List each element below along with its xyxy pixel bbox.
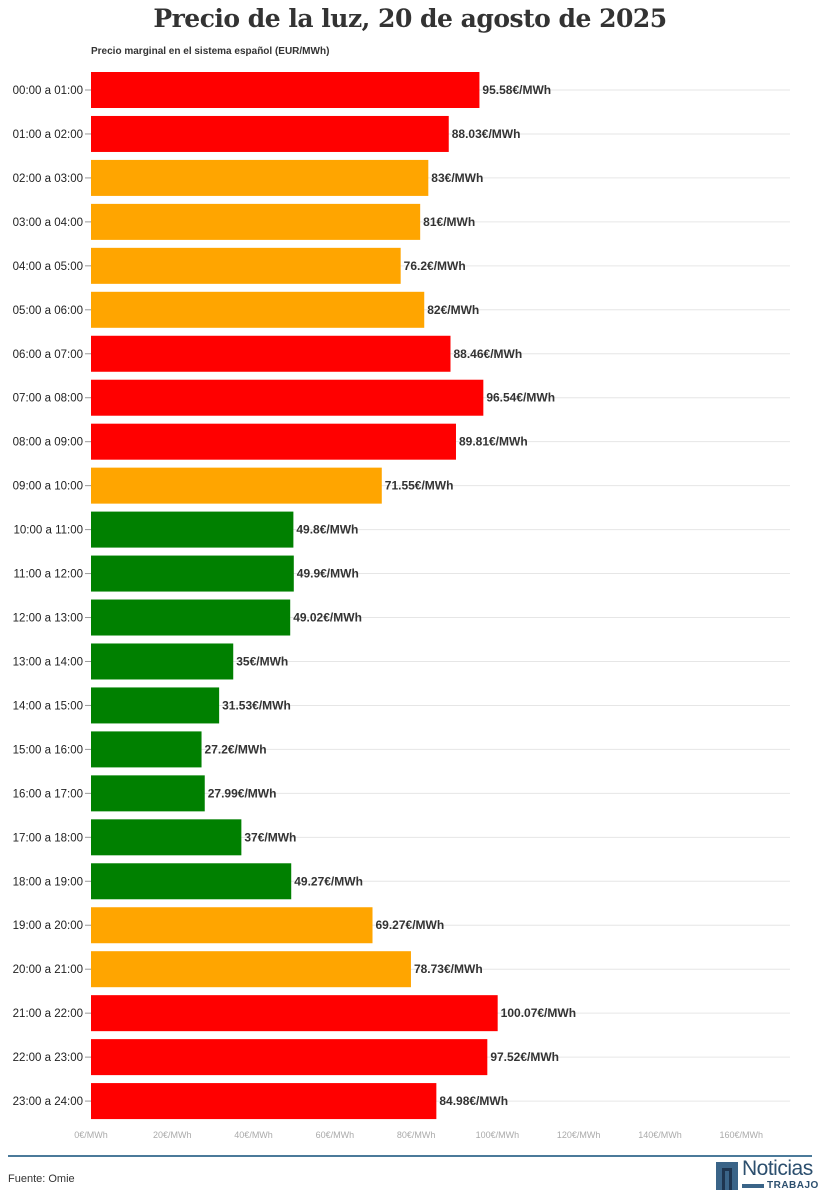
- data-label: 35€/MWh: [236, 654, 288, 668]
- bar: [91, 72, 480, 108]
- bar-chart: 00:00 a 01:00 95.58€/MWh 01:00 a 02:00 88.0…: [13, 72, 790, 1140]
- x-tick-label: 100€/MWh: [476, 1130, 520, 1140]
- data-label: 83€/MWh: [431, 171, 483, 185]
- data-label: 37€/MWh: [244, 830, 296, 844]
- source-note: Fuente: Omie: [8, 1173, 75, 1185]
- bar: [91, 555, 294, 592]
- bar: [91, 863, 292, 900]
- data-label: 76.2€/MWh: [404, 259, 466, 273]
- data-label: 27.2€/MWh: [205, 742, 267, 756]
- data-label: 31.53€/MWh: [222, 698, 291, 712]
- category-label: 15:00 a 16:00: [13, 744, 83, 756]
- category-label: 17:00 a 18:00: [13, 832, 83, 844]
- data-label: 82€/MWh: [427, 303, 479, 317]
- bar: [91, 291, 425, 328]
- bar: [91, 379, 484, 416]
- data-label: 81€/MWh: [423, 215, 475, 229]
- data-label: 95.58€/MWh: [482, 83, 551, 97]
- data-label: 84.98€/MWh: [439, 1094, 508, 1108]
- data-label: 49.8€/MWh: [296, 523, 358, 537]
- data-label: 100.07€/MWh: [501, 1006, 576, 1020]
- category-label: 04:00 a 05:00: [13, 261, 83, 273]
- data-label: 69.27€/MWh: [376, 918, 445, 932]
- x-tick-label: 160€/MWh: [719, 1130, 763, 1140]
- category-label: 07:00 a 08:00: [13, 393, 83, 405]
- logo-underline: [742, 1184, 764, 1188]
- data-label: 49.27€/MWh: [294, 874, 363, 888]
- data-label: 71.55€/MWh: [385, 479, 454, 493]
- bar: [91, 951, 411, 988]
- data-label: 88.46€/MWh: [453, 347, 522, 361]
- bar: [91, 775, 205, 812]
- bar: [91, 247, 401, 284]
- footer-divider: [8, 1155, 812, 1157]
- data-label: 27.99€/MWh: [208, 786, 277, 800]
- bar: [91, 643, 234, 680]
- bar: [91, 159, 429, 196]
- data-label: 88.03€/MWh: [452, 127, 521, 141]
- category-label: 13:00 a 14:00: [13, 656, 83, 668]
- x-tick-label: 140€/MWh: [638, 1130, 682, 1140]
- x-tick-label: 0€/MWh: [74, 1130, 108, 1140]
- noticias-trabajo-logo[interactable]: Noticias TRABAJO: [716, 1157, 819, 1196]
- category-label: 18:00 a 19:00: [13, 876, 83, 888]
- chart-subtitle: Precio marginal en el sistema español (E…: [91, 46, 330, 57]
- data-label: 78.73€/MWh: [414, 962, 483, 976]
- category-label: 01:00 a 02:00: [13, 129, 83, 141]
- category-label: 02:00 a 03:00: [13, 173, 83, 185]
- bar: [91, 467, 382, 504]
- category-label: 08:00 a 09:00: [13, 437, 83, 449]
- category-label: 05:00 a 06:00: [13, 305, 83, 317]
- logo-wordmark: Noticias: [742, 1157, 813, 1180]
- category-label: 03:00 a 04:00: [13, 217, 83, 229]
- category-label: 21:00 a 22:00: [13, 1008, 83, 1020]
- category-label: 10:00 a 11:00: [14, 525, 84, 537]
- logo-subtext: TRABAJO: [767, 1180, 819, 1191]
- x-tick-label: 80€/MWh: [397, 1130, 436, 1140]
- data-label: 49.9€/MWh: [297, 567, 359, 581]
- x-tick-label: 40€/MWh: [234, 1130, 273, 1140]
- data-label: 97.52€/MWh: [490, 1050, 559, 1064]
- x-tick-label: 120€/MWh: [557, 1130, 601, 1140]
- category-label: 16:00 a 17:00: [13, 788, 83, 800]
- bar: [91, 687, 220, 724]
- bar: [91, 819, 242, 856]
- data-label: 96.54€/MWh: [486, 391, 555, 405]
- category-label: 09:00 a 10:00: [13, 481, 83, 493]
- data-label: 49.02€/MWh: [293, 611, 362, 625]
- bar: [91, 1039, 488, 1076]
- bar: [91, 907, 373, 944]
- category-label: 12:00 a 13:00: [13, 613, 83, 625]
- data-label: 89.81€/MWh: [459, 435, 528, 449]
- bar: [91, 511, 294, 548]
- bar: [91, 1083, 437, 1120]
- bar: [91, 995, 498, 1032]
- bar: [91, 115, 449, 152]
- bar: [91, 731, 202, 768]
- category-label: 20:00 a 21:00: [13, 964, 83, 976]
- category-label: 06:00 a 07:00: [13, 349, 83, 361]
- category-label: 14:00 a 15:00: [13, 700, 83, 712]
- chart-title: Precio de la luz, 20 de agosto de 2025: [153, 4, 667, 33]
- category-label: 19:00 a 20:00: [13, 920, 83, 932]
- bar: [91, 203, 421, 240]
- category-label: 22:00 a 23:00: [13, 1052, 83, 1064]
- logo-icon: [716, 1162, 738, 1190]
- bar: [91, 599, 291, 636]
- x-tick-label: 20€/MWh: [153, 1130, 192, 1140]
- bar: [91, 335, 451, 372]
- category-label: 00:00 a 01:00: [13, 85, 83, 97]
- x-tick-label: 60€/MWh: [316, 1130, 355, 1140]
- category-label: 11:00 a 12:00: [14, 569, 84, 581]
- bar: [91, 423, 456, 460]
- category-label: 23:00 a 24:00: [13, 1096, 83, 1108]
